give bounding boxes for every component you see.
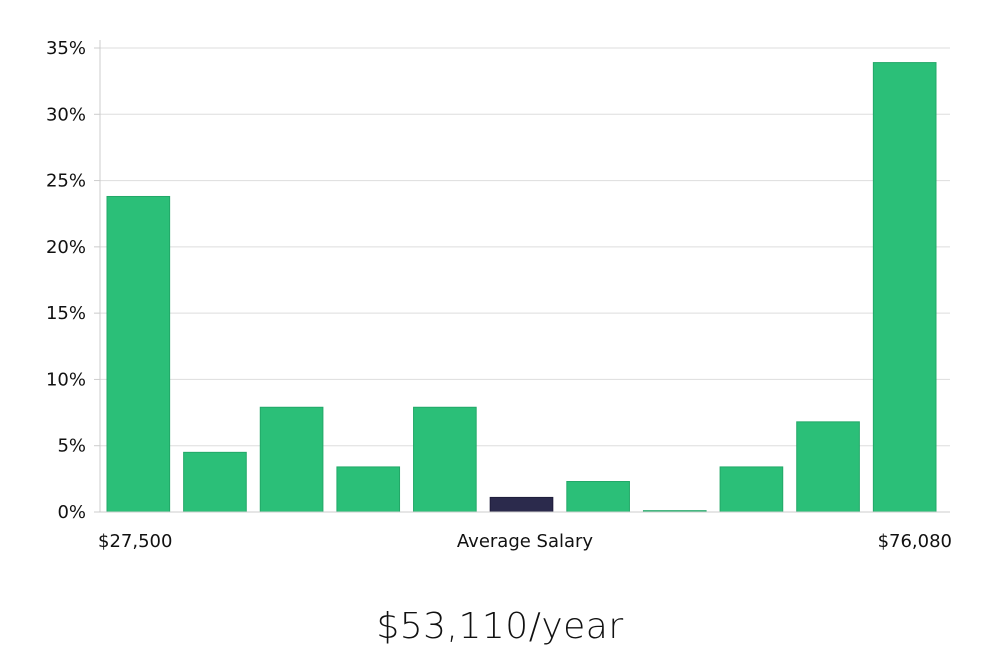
- y-tick-label: 10%: [46, 369, 86, 390]
- bar: [719, 466, 784, 513]
- bars: [106, 62, 937, 513]
- y-tick-label: 15%: [46, 303, 86, 324]
- bar: [566, 481, 630, 513]
- y-axis-ticks: 0% 5% 10% 15% 20% 25% 30% 35%: [46, 38, 100, 523]
- y-tick-label: 30%: [46, 104, 86, 125]
- x-axis-title: Average Salary: [457, 531, 594, 552]
- y-tick-label: 5%: [57, 436, 86, 457]
- bar: [106, 195, 171, 513]
- bar: [183, 451, 247, 513]
- salary-histogram: 0% 5% 10% 15% 20% 25% 30% 35% $27,500 Average S…: [46, 38, 952, 552]
- x-min-label: $27,500: [98, 531, 172, 552]
- y-tick-label: 20%: [46, 237, 86, 258]
- bar: [796, 421, 860, 513]
- bar: [872, 62, 937, 513]
- bar: [413, 406, 477, 513]
- grid-lines: [100, 47, 950, 447]
- y-tick-label: 35%: [46, 38, 86, 59]
- bar: [336, 466, 401, 513]
- y-tick-label: 0%: [57, 502, 86, 523]
- bar: [259, 406, 324, 513]
- x-max-label: $76,080: [878, 531, 952, 552]
- average-salary-value: $53,110/year: [376, 606, 624, 647]
- bar-highlighted: [489, 496, 554, 513]
- y-tick-label: 25%: [46, 171, 86, 192]
